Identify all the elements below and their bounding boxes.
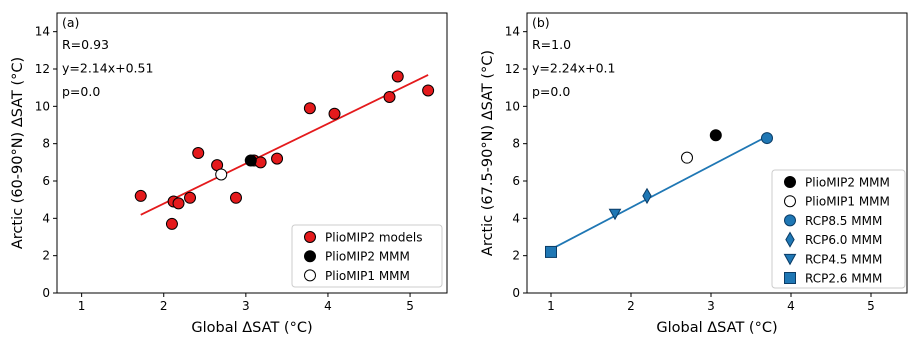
data-point	[709, 129, 722, 142]
x-tick-label: 1	[547, 299, 555, 313]
regression-line	[550, 135, 768, 251]
x-tick-label: 3	[707, 299, 715, 313]
data-point	[422, 84, 435, 97]
x-tick-label: 4	[787, 299, 795, 313]
stats-text: p=0.0	[532, 84, 570, 99]
data-point	[254, 156, 267, 169]
y-tick-label: 8	[512, 137, 520, 151]
y-tick-label: 0	[512, 286, 520, 300]
plot-frame	[526, 12, 908, 294]
legend-marker	[783, 253, 797, 266]
y-tick-label: 6	[42, 174, 50, 188]
data-point	[244, 154, 257, 167]
y-axis-label: Arctic (60-90°N) ΔSAT (°C)	[10, 57, 26, 249]
legend: PlioMIP2 MMM PlioMIP1 MMM RCP8.5 MMM RCP6.0…	[771, 169, 906, 289]
stats-text: R=0.93	[62, 37, 109, 52]
x-tick-label: 2	[160, 299, 168, 313]
legend-label: PlioMIP2 MMM	[805, 176, 890, 190]
legend-label: RCP4.5 MMM	[805, 252, 882, 266]
stats-text: p=0.0	[62, 84, 100, 99]
legend-label: RCP6.0 MMM	[805, 233, 882, 247]
y-tick-label: 2	[512, 249, 520, 263]
x-tick-label: 5	[406, 299, 414, 313]
legend-label: PlioMIP1 MMM	[805, 195, 890, 209]
legend-label: PlioMIP2 models	[325, 231, 422, 245]
data-point	[545, 245, 557, 258]
data-point	[172, 197, 185, 210]
x-tick-label: 4	[324, 299, 332, 313]
regression-line	[140, 74, 429, 216]
data-point	[642, 187, 652, 205]
legend-box	[771, 169, 906, 289]
panel-label: (a)	[62, 15, 79, 30]
y-tick-label: 10	[505, 99, 520, 113]
legend-label: PlioMIP2 MMM	[325, 250, 410, 264]
y-tick-label: 0	[42, 286, 50, 300]
data-point	[303, 102, 316, 115]
y-tick-label: 8	[42, 137, 50, 151]
stats-text: y=2.14x+0.51	[62, 61, 153, 76]
panel-label: (b)	[532, 15, 550, 30]
data-point	[681, 151, 693, 164]
stats-text: y=2.24x+0.1	[532, 61, 615, 76]
data-point	[184, 191, 197, 204]
y-tick-label: 6	[512, 174, 520, 188]
data-point	[215, 168, 228, 181]
x-tick-label: 1	[78, 299, 86, 313]
y-tick-label: 10	[35, 99, 50, 113]
legend-marker	[784, 195, 796, 208]
legend-box	[291, 224, 443, 288]
y-tick-label: 4	[42, 211, 50, 225]
data-point	[328, 107, 341, 120]
x-tick-label: 5	[867, 299, 875, 313]
y-tick-label: 12	[35, 62, 50, 76]
data-point	[229, 191, 242, 204]
stats-text: R=1.0	[532, 37, 571, 52]
legend-marker	[784, 214, 796, 227]
legend-marker	[784, 176, 796, 188]
x-tick-label: 3	[242, 299, 250, 313]
x-tick-label: 2	[627, 299, 635, 313]
y-tick-label: 12	[505, 62, 520, 76]
x-axis-label: Global ΔSAT (°C)	[656, 320, 777, 336]
legend-marker	[304, 231, 316, 243]
y-axis-label: Arctic (67.5-90°N) ΔSAT (°C)	[480, 50, 496, 256]
data-point	[271, 152, 284, 165]
legend-marker	[304, 250, 316, 263]
data-point	[192, 147, 205, 159]
y-tick-label: 14	[35, 25, 50, 39]
legend-marker	[304, 269, 316, 282]
y-tick-label: 2	[42, 249, 50, 263]
data-point	[165, 217, 178, 230]
x-axis-label: Global ΔSAT (°C)	[191, 320, 312, 336]
legend-marker	[784, 272, 796, 284]
y-tick-label: 4	[512, 211, 520, 225]
data-point	[134, 189, 147, 202]
data-point	[761, 132, 773, 145]
legend-label: RCP8.5 MMM	[805, 214, 882, 228]
legend-label: RCP2.6 MMM	[805, 272, 882, 286]
legend-marker	[785, 231, 795, 248]
data-point	[391, 70, 404, 83]
legend-label: PlioMIP1 MMM	[325, 269, 410, 283]
plot-frame	[56, 12, 448, 294]
data-point	[383, 91, 396, 103]
y-tick-label: 14	[505, 25, 520, 39]
legend: PlioMIP2 models PlioMIP2 MMM PlioMIP1 MMM	[291, 224, 443, 288]
data-point	[608, 208, 622, 221]
